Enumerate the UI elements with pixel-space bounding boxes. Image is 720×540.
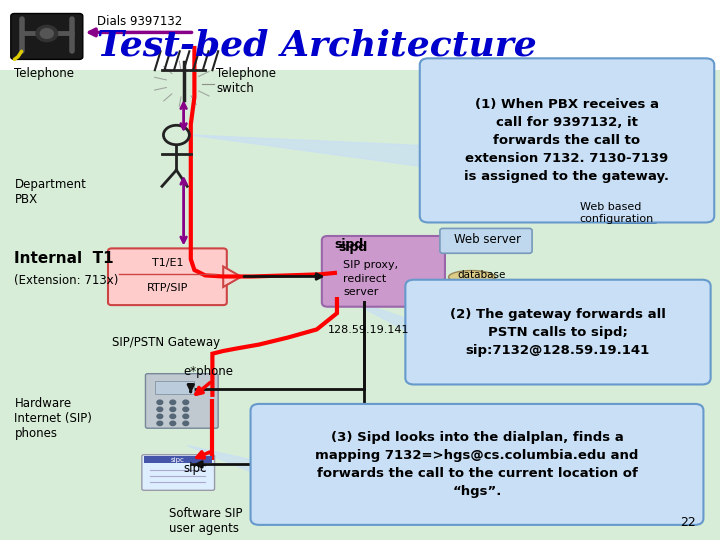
Circle shape xyxy=(157,407,163,411)
FancyBboxPatch shape xyxy=(440,228,532,253)
Polygon shape xyxy=(223,267,241,287)
FancyBboxPatch shape xyxy=(0,0,720,70)
Circle shape xyxy=(183,421,189,426)
FancyBboxPatch shape xyxy=(322,236,445,307)
Text: Software SIP
user agents: Software SIP user agents xyxy=(169,507,243,535)
FancyBboxPatch shape xyxy=(251,404,703,525)
Circle shape xyxy=(36,25,58,42)
Circle shape xyxy=(157,414,163,418)
Text: Hardware
Internet (SIP)
phones: Hardware Internet (SIP) phones xyxy=(14,397,92,440)
Text: 22: 22 xyxy=(680,516,696,529)
Text: (2) The gateway forwards all
PSTN calls to sipd;
sip:7132@128.59.19.141: (2) The gateway forwards all PSTN calls … xyxy=(450,308,666,356)
Circle shape xyxy=(157,400,163,404)
Circle shape xyxy=(183,407,189,411)
Text: 128.59.19.141: 128.59.19.141 xyxy=(328,325,410,335)
Polygon shape xyxy=(191,135,428,167)
Ellipse shape xyxy=(449,295,495,308)
FancyBboxPatch shape xyxy=(142,455,215,490)
Ellipse shape xyxy=(449,271,495,284)
Text: sipd: sipd xyxy=(338,241,368,254)
Circle shape xyxy=(170,421,176,426)
Text: Test-bed Architecture: Test-bed Architecture xyxy=(97,29,537,63)
FancyBboxPatch shape xyxy=(144,456,212,463)
Text: e*phone: e*phone xyxy=(184,364,233,377)
Text: sipc: sipc xyxy=(184,462,207,475)
Text: SIP/PSTN Gateway: SIP/PSTN Gateway xyxy=(112,336,220,349)
Circle shape xyxy=(170,414,176,418)
Text: Internal  T1: Internal T1 xyxy=(14,251,114,266)
Polygon shape xyxy=(337,294,414,335)
Circle shape xyxy=(183,414,189,418)
Text: (3) Sipd looks into the dialplan, finds a
mapping 7132=>hgs@cs.columbia.edu and
: (3) Sipd looks into the dialplan, finds … xyxy=(315,431,639,498)
FancyBboxPatch shape xyxy=(606,185,657,223)
Text: redirect: redirect xyxy=(343,274,387,284)
Text: RTP/SIP: RTP/SIP xyxy=(147,283,188,293)
Circle shape xyxy=(170,400,176,404)
Text: Department
PBX: Department PBX xyxy=(14,178,86,206)
Text: Telephone
switch: Telephone switch xyxy=(216,68,276,96)
Text: N: N xyxy=(624,195,640,213)
Text: sipd: sipd xyxy=(335,238,364,251)
Text: T1/E1: T1/E1 xyxy=(152,258,183,268)
Text: Web based
configuration: Web based configuration xyxy=(580,202,654,224)
Text: sipc: sipc xyxy=(171,456,185,463)
FancyBboxPatch shape xyxy=(449,277,495,301)
Text: (Extension: 713x): (Extension: 713x) xyxy=(14,274,119,287)
Text: Dials 9397132: Dials 9397132 xyxy=(97,15,182,28)
Circle shape xyxy=(40,29,53,38)
Circle shape xyxy=(183,400,189,404)
FancyBboxPatch shape xyxy=(11,14,83,59)
Circle shape xyxy=(157,421,163,426)
Text: (1) When PBX receives a
call for 9397132, it
forwards the call to
extension 7132: (1) When PBX receives a call for 9397132… xyxy=(464,98,670,183)
FancyBboxPatch shape xyxy=(0,70,720,540)
FancyBboxPatch shape xyxy=(405,280,711,384)
Text: Web server: Web server xyxy=(454,233,521,246)
FancyBboxPatch shape xyxy=(420,58,714,222)
FancyBboxPatch shape xyxy=(155,381,194,394)
Polygon shape xyxy=(187,446,259,475)
Text: server: server xyxy=(343,287,379,298)
Text: Telephone: Telephone xyxy=(14,68,74,80)
Circle shape xyxy=(170,407,176,411)
Text: SIP proxy,: SIP proxy, xyxy=(343,260,399,271)
FancyBboxPatch shape xyxy=(108,248,227,305)
FancyBboxPatch shape xyxy=(145,374,218,428)
Text: database: database xyxy=(457,270,505,280)
